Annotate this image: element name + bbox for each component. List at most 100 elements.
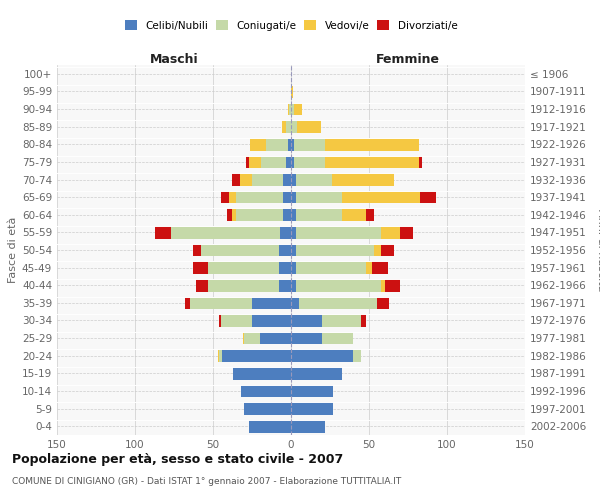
Bar xyxy=(291,226,413,238)
Bar xyxy=(171,226,291,238)
Bar xyxy=(291,102,302,116)
Bar xyxy=(291,367,343,380)
Bar xyxy=(236,191,291,203)
Bar xyxy=(289,102,291,116)
Bar xyxy=(249,156,291,168)
Bar xyxy=(291,296,299,309)
Bar xyxy=(291,420,325,432)
Bar xyxy=(291,85,293,98)
Bar xyxy=(239,173,291,186)
Bar xyxy=(291,244,374,256)
Bar xyxy=(291,191,421,203)
Bar xyxy=(291,208,296,221)
Bar xyxy=(291,138,419,150)
Bar xyxy=(229,191,291,203)
Bar xyxy=(291,314,366,327)
Bar xyxy=(291,208,366,221)
Bar xyxy=(291,262,388,274)
Bar xyxy=(291,402,333,415)
Bar xyxy=(291,156,294,168)
Bar xyxy=(291,332,353,344)
Bar xyxy=(291,120,320,133)
Text: Maschi: Maschi xyxy=(149,53,199,66)
Bar xyxy=(208,262,291,274)
Bar xyxy=(291,350,361,362)
Bar xyxy=(241,384,291,398)
Bar xyxy=(291,367,343,380)
Bar xyxy=(280,226,291,238)
Bar xyxy=(262,156,291,168)
Bar xyxy=(171,226,291,238)
Bar xyxy=(291,332,322,344)
Bar xyxy=(221,314,291,327)
Bar xyxy=(200,244,291,256)
Bar xyxy=(227,208,291,221)
Bar xyxy=(241,384,291,398)
Bar xyxy=(291,314,322,327)
Bar xyxy=(291,332,353,344)
Bar xyxy=(291,420,325,432)
Bar xyxy=(291,296,377,309)
Bar xyxy=(283,173,291,186)
Bar xyxy=(291,156,422,168)
Bar xyxy=(244,332,291,344)
Text: Femmine: Femmine xyxy=(376,53,440,66)
Bar xyxy=(233,367,291,380)
Bar xyxy=(291,156,325,168)
Bar xyxy=(246,156,291,168)
Bar xyxy=(291,367,343,380)
Bar xyxy=(252,296,291,309)
Bar xyxy=(233,367,291,380)
Bar xyxy=(291,279,400,291)
Bar xyxy=(291,173,296,186)
Bar xyxy=(291,138,294,150)
Bar xyxy=(291,350,353,362)
Bar xyxy=(291,420,325,432)
Bar xyxy=(291,367,343,380)
Bar xyxy=(291,402,333,415)
Bar xyxy=(252,173,291,186)
Bar xyxy=(291,314,361,327)
Bar xyxy=(283,208,291,221)
Bar xyxy=(291,191,343,203)
Bar xyxy=(232,173,291,186)
Bar xyxy=(218,350,291,362)
Bar xyxy=(291,138,419,150)
Bar xyxy=(249,420,291,432)
Bar xyxy=(218,350,291,362)
Bar xyxy=(260,332,291,344)
Bar xyxy=(190,296,291,309)
Bar xyxy=(233,367,291,380)
Bar xyxy=(291,420,325,432)
Text: COMUNE DI CINIGIANO (GR) - Dati ISTAT 1° gennaio 2007 - Elaborazione TUTTITALIA.: COMUNE DI CINIGIANO (GR) - Dati ISTAT 1°… xyxy=(12,478,401,486)
Bar xyxy=(291,85,293,98)
Bar xyxy=(291,296,377,309)
Bar xyxy=(291,244,394,256)
Bar xyxy=(291,384,333,398)
Bar xyxy=(232,208,291,221)
Bar xyxy=(288,102,291,116)
Bar xyxy=(219,350,291,362)
Bar xyxy=(196,279,291,291)
Bar xyxy=(291,191,436,203)
Bar xyxy=(291,296,389,309)
Bar xyxy=(291,191,296,203)
Bar xyxy=(291,244,382,256)
Y-axis label: Fasce di età: Fasce di età xyxy=(8,217,18,283)
Bar xyxy=(249,420,291,432)
Bar xyxy=(193,262,291,274)
Bar xyxy=(250,138,291,150)
Bar xyxy=(291,402,333,415)
Bar xyxy=(221,314,291,327)
Bar xyxy=(241,384,291,398)
Bar xyxy=(291,156,419,168)
Legend: Celibi/Nubili, Coniugati/e, Vedovi/e, Divorziati/e: Celibi/Nubili, Coniugati/e, Vedovi/e, Di… xyxy=(122,18,460,33)
Bar xyxy=(236,208,291,221)
Bar xyxy=(286,156,291,168)
Bar xyxy=(219,314,291,327)
Bar xyxy=(291,173,394,186)
Bar xyxy=(286,120,291,133)
Bar xyxy=(242,332,291,344)
Bar xyxy=(291,244,296,256)
Bar xyxy=(291,173,394,186)
